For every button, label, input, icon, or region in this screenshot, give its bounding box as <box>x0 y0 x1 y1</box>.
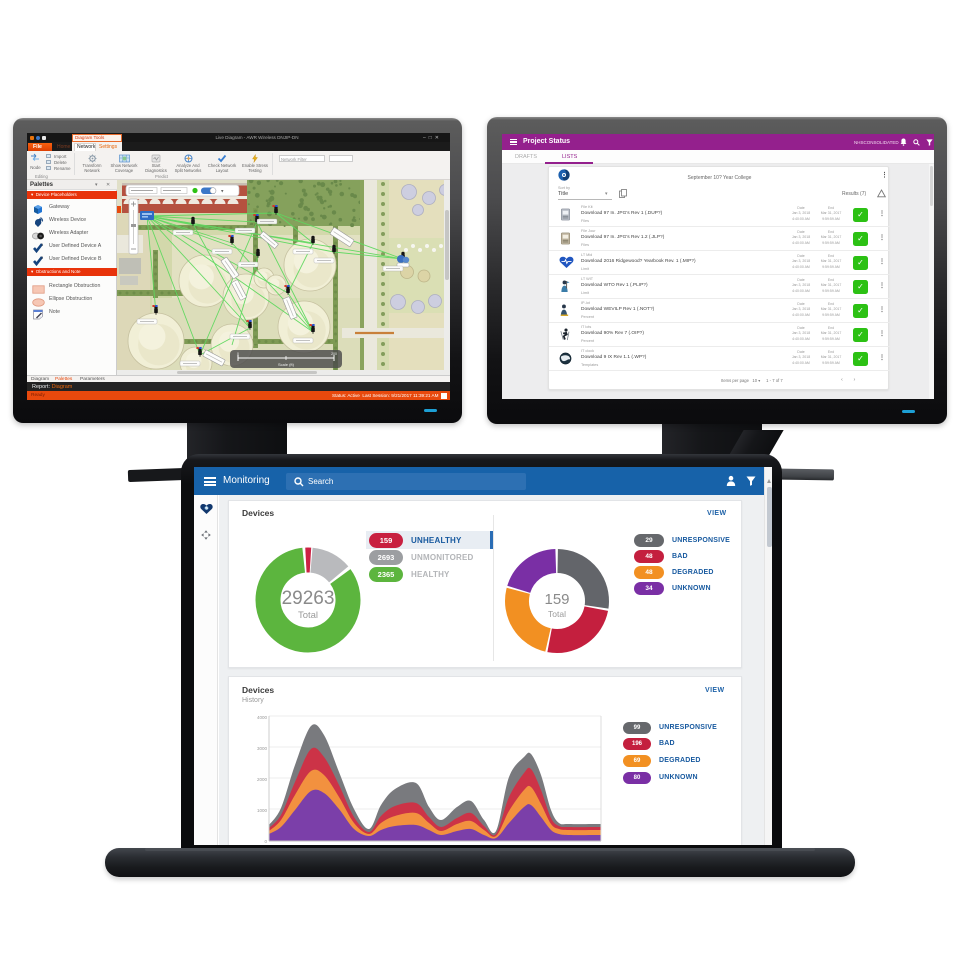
svg-text:200: 200 <box>331 352 337 356</box>
svg-text:1: 1 <box>41 242 44 247</box>
svg-text:Total: Total <box>298 610 318 621</box>
svg-text:159: 159 <box>544 591 569 608</box>
svg-text:▾: ▾ <box>221 189 224 195</box>
svg-text:Total: Total <box>548 609 566 619</box>
svg-text:0: 0 <box>264 839 267 844</box>
svg-text:29263: 29263 <box>282 588 335 609</box>
svg-text:0: 0 <box>237 352 239 356</box>
svg-text:4000: 4000 <box>257 715 268 720</box>
svg-text:1000: 1000 <box>257 808 268 813</box>
svg-text:Scale (ft): Scale (ft) <box>278 362 295 367</box>
svg-text:2: 2 <box>41 255 44 260</box>
svg-text:2000: 2000 <box>257 777 268 782</box>
svg-text:3000: 3000 <box>257 746 268 751</box>
